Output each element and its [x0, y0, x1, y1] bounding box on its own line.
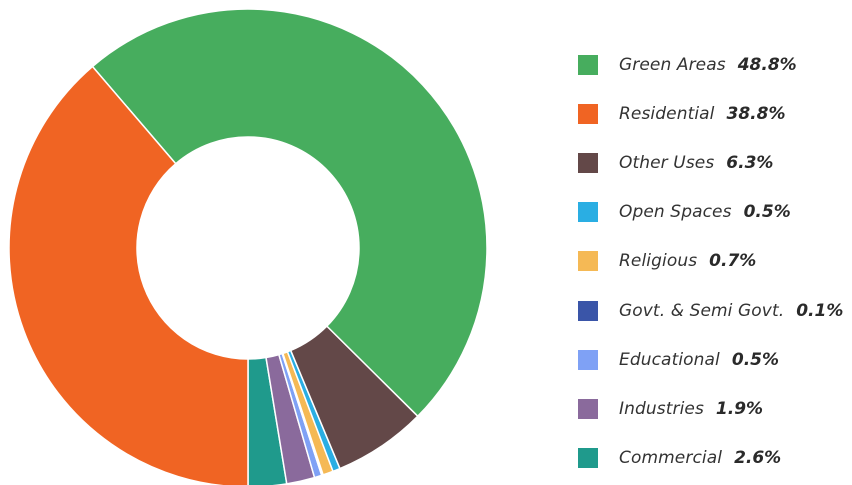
legend-item-open-spaces: Open Spaces 0.5% — [578, 188, 843, 237]
legend-swatch — [578, 349, 598, 370]
legend-label: Religious — [619, 251, 698, 272]
legend-swatch — [578, 448, 598, 469]
legend-swatch — [578, 300, 598, 321]
legend-value: 0.5% — [731, 349, 780, 370]
legend-item-residential: Residential 38.8% — [578, 89, 843, 138]
legend-swatch — [578, 152, 598, 173]
legend-item-commercial: Commercial 2.6% — [578, 434, 843, 483]
legend-swatch — [578, 398, 598, 419]
legend-item-other-uses: Other Uses 6.3% — [578, 138, 843, 187]
legend-item-industries: Industries 1.9% — [578, 384, 843, 433]
legend-label: Industries — [619, 398, 704, 419]
legend-label: Open Spaces — [619, 202, 732, 223]
legend-value: 48.8% — [737, 54, 797, 75]
legend-value: 0.7% — [709, 251, 757, 272]
legend-label: Green Areas — [619, 54, 726, 75]
legend-item-religious: Religious 0.7% — [578, 237, 843, 286]
legend-value: 38.8% — [726, 103, 786, 124]
legend-item-govt-semi-govt: Govt. & Semi Govt. 0.1% — [578, 286, 843, 335]
legend-swatch — [578, 54, 598, 75]
legend-label: Commercial — [619, 448, 723, 469]
legend-value: 6.3% — [726, 152, 774, 173]
legend-swatch — [578, 202, 598, 223]
legend-label: Residential — [619, 103, 715, 124]
legend-value: 0.1% — [796, 300, 844, 321]
legend-swatch — [578, 103, 598, 124]
chart-legend: Green Areas 48.8% Residential 38.8% Othe… — [578, 40, 843, 483]
legend-item-green-areas: Green Areas 48.8% — [578, 40, 843, 89]
legend-label: Educational — [619, 349, 720, 370]
legend-swatch — [578, 251, 598, 272]
legend-label: Other Uses — [619, 152, 715, 173]
legend-value: 1.9% — [715, 398, 764, 419]
legend-item-educational: Educational 0.5% — [578, 335, 843, 384]
donut-slice-residential — [8, 65, 249, 485]
legend-label: Govt. & Semi Govt. — [619, 300, 785, 321]
legend-value: 2.6% — [734, 448, 782, 469]
legend-value: 0.5% — [743, 202, 791, 223]
donut-slice-green-areas — [91, 8, 488, 417]
